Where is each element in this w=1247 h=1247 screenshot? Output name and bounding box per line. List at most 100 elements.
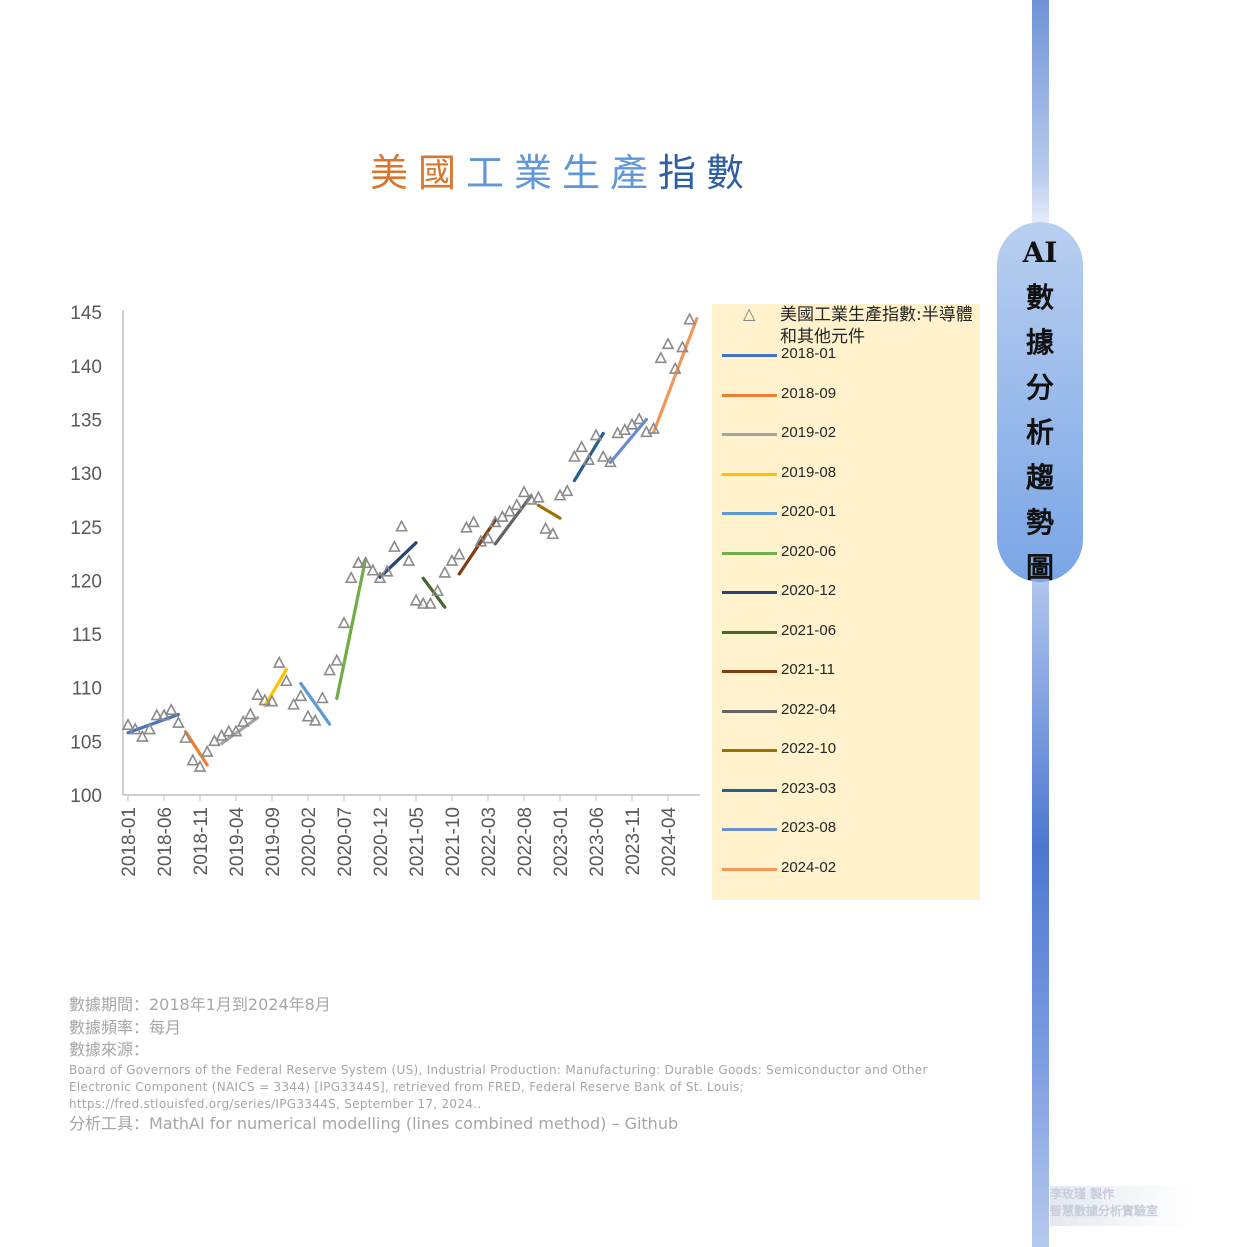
legend-item-label: 2024-02 (781, 858, 837, 876)
data-point-marker (352, 556, 365, 569)
data-point-marker (272, 655, 286, 668)
trend-line-2024-02 (651, 316, 699, 434)
y-tick-label: 120 (70, 571, 102, 592)
side-title-char: 勢 (1025, 506, 1054, 539)
notes-frequency: 數據頻率：每月 (69, 1017, 182, 1037)
data-point-marker (524, 492, 538, 505)
triangle-marker-icon: △ (743, 304, 756, 323)
data-point-marker (589, 428, 603, 441)
y-tick-label: 110 (72, 679, 102, 700)
legend-line-swatch (722, 709, 777, 713)
data-point-marker (661, 337, 675, 350)
trend-line-2020-01 (299, 681, 332, 726)
trend-line-2023-03 (572, 431, 605, 483)
data-point-marker (668, 361, 682, 374)
y-tick-label: 145 (70, 303, 102, 324)
data-point-marker (402, 553, 416, 566)
trend-line-2018-09 (184, 730, 209, 767)
data-notes: 數據期間：2018年1月到2024年8月 數據頻率：每月 數據來源： Board… (69, 994, 969, 1135)
x-tick-label: 2023-11 (623, 807, 644, 875)
x-tick-label: 2019-09 (263, 807, 284, 877)
data-point-marker (323, 663, 336, 676)
legend-line-swatch (722, 630, 777, 634)
legend-line-swatch (722, 867, 777, 871)
y-tick-label: 130 (70, 464, 102, 485)
trend-line-2019-02 (220, 716, 260, 746)
legend-item: 2019-08 (722, 464, 972, 484)
side-title-char: 數 (1025, 281, 1054, 314)
data-point-marker (683, 312, 696, 325)
data-point-marker (416, 596, 430, 609)
data-point-marker (244, 707, 257, 720)
data-point-marker (222, 724, 236, 737)
data-point-marker (330, 653, 344, 666)
data-point-marker (539, 521, 552, 534)
legend-item: 2023-08 (722, 819, 972, 839)
legend-line-swatch (722, 354, 777, 357)
data-point-marker (236, 714, 250, 727)
legend-line-swatch (722, 828, 777, 831)
legend-item: 2022-10 (722, 740, 972, 760)
x-tick-label: 2018-11 (191, 807, 212, 875)
data-point-marker (366, 563, 380, 576)
chart-legend: △ 美國工業生產指數:半導體和其他元件 2018-01 2018-09 2019-0… (712, 304, 980, 900)
legend-scatter-label: 美國工業生產指數:半導體和其他元件 (780, 305, 973, 347)
legend-item-label: 2020-12 (781, 582, 837, 599)
trend-line-2021-11 (457, 518, 497, 576)
data-point-marker (373, 571, 387, 584)
legend-line-swatch (722, 788, 777, 792)
legend-line-swatch (722, 749, 777, 752)
data-point-marker (308, 713, 322, 726)
data-point-marker (337, 616, 351, 629)
data-point-marker (604, 455, 617, 468)
side-title: AI 數 據 分 析 趨 勢 圖 (997, 230, 1083, 590)
side-title-char: 圖 (1025, 551, 1054, 584)
legend-line-swatch (722, 670, 777, 673)
data-point-marker (510, 498, 524, 511)
legend-item-label: 2021-06 (781, 621, 837, 639)
side-title-char: 趨 (1025, 461, 1054, 494)
legend-item-label: 2018-09 (781, 384, 837, 402)
data-point-marker (503, 504, 516, 517)
data-point-marker (172, 715, 185, 728)
y-tick-label: 100 (70, 786, 102, 807)
data-point-marker (344, 571, 358, 584)
x-tick-label: 2024-04 (659, 807, 680, 877)
data-point-marker (560, 484, 574, 497)
y-tick-label: 135 (70, 410, 102, 431)
credit-line1: 李玫瑾 製作 (1050, 1187, 1115, 1201)
legend-item-label: 2020-01 (781, 503, 837, 520)
legend-item: 2021-06 (722, 622, 972, 642)
legend-line-swatch (722, 591, 777, 594)
legend-item-label: 2022-10 (781, 740, 837, 757)
data-point-marker (632, 412, 646, 425)
data-point-marker (359, 556, 372, 569)
data-point-marker (568, 449, 581, 462)
data-point-marker (294, 689, 308, 702)
notes-tool: 分析工具：MathAI for numerical modelling (lin… (69, 1113, 679, 1133)
data-point-marker (582, 453, 596, 466)
legend-item: 2020-06 (722, 543, 972, 563)
legend-item: 2023-03 (722, 780, 972, 800)
legend-item-label: 2019-08 (781, 463, 837, 481)
credit-line2: 智慧數據分析實驗室 (1050, 1204, 1159, 1218)
trend-line-2019-08 (263, 667, 288, 708)
data-point-marker (395, 519, 408, 532)
data-point-marker (596, 449, 610, 462)
data-point-marker (467, 515, 480, 528)
trend-line-2022-04 (493, 494, 533, 546)
legend-line-swatch (722, 472, 777, 476)
chart-plot: 100 105 110 115 120 125 130 135 140 145 2018-01 201… (70, 303, 700, 877)
data-point-marker (481, 531, 495, 544)
data-point-marker (121, 718, 135, 731)
x-tick-label: 2023-06 (587, 807, 608, 877)
legend-item: 2021-11 (722, 661, 972, 681)
data-point-marker (128, 722, 142, 735)
x-tick-label: 2020-12 (371, 807, 392, 877)
chart-title: 美國工業生產指數 (370, 142, 770, 197)
y-tick-label: 115 (72, 625, 102, 646)
data-point-marker (532, 490, 545, 503)
data-point-marker (654, 351, 668, 364)
notes-source-label: 數據來源： (69, 1040, 150, 1059)
data-point-marker (445, 553, 459, 566)
